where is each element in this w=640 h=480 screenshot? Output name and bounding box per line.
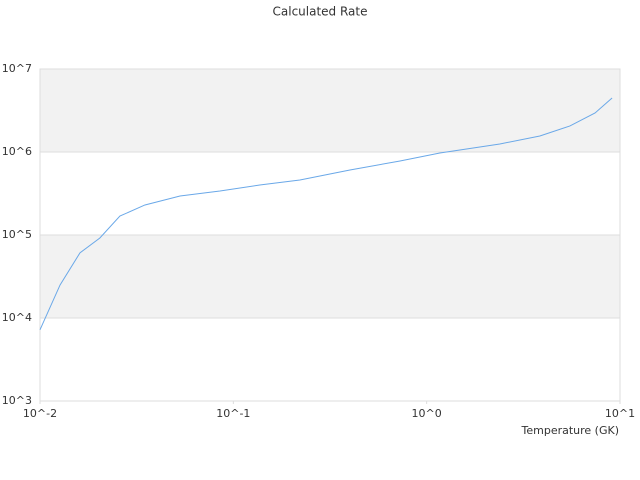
line [39, 97, 613, 331]
y-tick-label: 10^7 [2, 62, 32, 75]
y-tick-label: 10^3 [2, 394, 32, 407]
y-tick-label: 10^6 [2, 145, 32, 158]
x-tick-label: 10^1 [605, 407, 635, 420]
band [40, 235, 620, 318]
x-tick-label: 10^0 [412, 407, 442, 420]
x-tick-label: 10^-1 [216, 407, 250, 420]
band [40, 69, 620, 152]
y-tick-label: 10^5 [2, 228, 32, 241]
y-tick-label: 10^4 [2, 311, 32, 324]
x-tick-label: 10^-2 [23, 407, 57, 420]
chart-title: Calculated Rate [273, 5, 368, 19]
x-axis-label: Temperature (GK) [521, 424, 620, 437]
